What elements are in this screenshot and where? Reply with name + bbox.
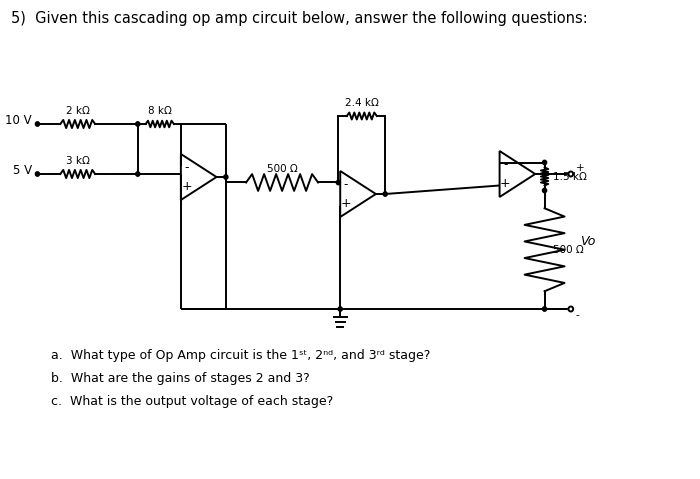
Circle shape xyxy=(338,307,342,311)
Text: 1.5 kΩ: 1.5 kΩ xyxy=(553,171,587,182)
Text: -: - xyxy=(184,161,189,174)
Text: -: - xyxy=(575,310,580,320)
Text: a.  What type of Op Amp circuit is the 1ˢᵗ, 2ⁿᵈ, and 3ʳᵈ stage?: a. What type of Op Amp circuit is the 1ˢ… xyxy=(50,349,430,362)
Text: 2 kΩ: 2 kΩ xyxy=(66,106,90,116)
Circle shape xyxy=(136,172,140,176)
Text: c.  What is the output voltage of each stage?: c. What is the output voltage of each st… xyxy=(50,395,332,408)
Text: -: - xyxy=(503,158,507,171)
Text: 5)  Given this cascading op amp circuit below, answer the following questions:: 5) Given this cascading op amp circuit b… xyxy=(11,11,588,26)
Text: Vo: Vo xyxy=(580,235,596,248)
Text: 2.4 kΩ: 2.4 kΩ xyxy=(345,98,379,108)
Text: +: + xyxy=(575,163,584,173)
Circle shape xyxy=(36,122,39,126)
Circle shape xyxy=(383,192,387,196)
Text: 500 Ω: 500 Ω xyxy=(553,245,584,255)
Circle shape xyxy=(542,307,547,311)
Text: 10 V: 10 V xyxy=(5,114,32,126)
Text: b.  What are the gains of stages 2 and 3?: b. What are the gains of stages 2 and 3? xyxy=(50,372,309,385)
Circle shape xyxy=(36,172,39,176)
Circle shape xyxy=(542,160,547,165)
Circle shape xyxy=(568,171,573,176)
Circle shape xyxy=(224,175,228,179)
Circle shape xyxy=(568,307,573,311)
Circle shape xyxy=(136,122,140,126)
Text: -: - xyxy=(344,178,348,191)
Circle shape xyxy=(542,188,547,193)
Text: +: + xyxy=(340,197,351,210)
Text: +: + xyxy=(500,177,510,190)
Text: 3 kΩ: 3 kΩ xyxy=(66,156,90,166)
Circle shape xyxy=(542,172,547,176)
Text: 5 V: 5 V xyxy=(13,163,32,176)
Text: +: + xyxy=(181,180,192,193)
Circle shape xyxy=(336,180,340,185)
Text: 8 kΩ: 8 kΩ xyxy=(148,106,172,116)
Text: 500 Ω: 500 Ω xyxy=(267,164,298,174)
